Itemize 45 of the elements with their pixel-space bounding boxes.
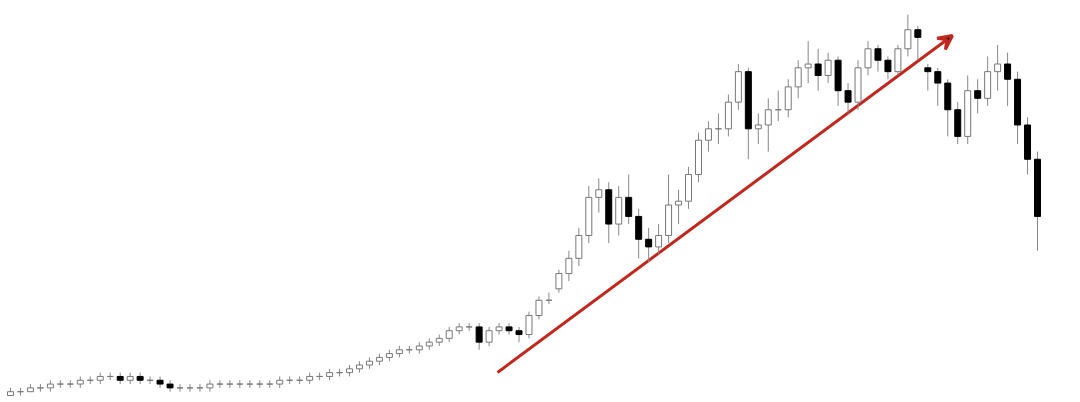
candlestick bbox=[166, 379, 174, 393]
candlestick bbox=[794, 59, 802, 99]
candlestick bbox=[874, 44, 882, 73]
candlestick bbox=[754, 113, 762, 145]
candlestick bbox=[635, 208, 643, 259]
candlestick bbox=[884, 55, 892, 80]
candlestick bbox=[784, 78, 792, 118]
candlestick bbox=[934, 67, 942, 107]
candlestick bbox=[1004, 52, 1012, 107]
candlestick bbox=[575, 227, 583, 267]
candlestick bbox=[704, 120, 712, 153]
candlestick bbox=[206, 379, 214, 393]
candlestick bbox=[216, 379, 224, 389]
candlestick bbox=[485, 326, 493, 347]
candlestick bbox=[565, 250, 573, 282]
candlestick bbox=[675, 189, 683, 225]
candlestick bbox=[655, 223, 663, 256]
candlestick bbox=[515, 326, 523, 343]
candlestick bbox=[924, 63, 932, 92]
candlestick bbox=[625, 174, 633, 225]
candlestick bbox=[914, 25, 922, 61]
candlestick bbox=[814, 48, 822, 92]
candlestick bbox=[844, 82, 852, 115]
candlestick bbox=[595, 177, 603, 214]
candlestick bbox=[994, 44, 1002, 92]
candlestick bbox=[824, 52, 832, 84]
candlestick bbox=[645, 227, 653, 263]
candlestick bbox=[535, 295, 543, 320]
candlestick bbox=[176, 383, 184, 393]
candlestick bbox=[475, 322, 483, 351]
candlestick bbox=[804, 40, 812, 84]
candlestick bbox=[226, 379, 234, 389]
candlestick bbox=[525, 311, 533, 339]
candlestick bbox=[894, 44, 902, 76]
candlestick bbox=[864, 40, 872, 76]
candlestick bbox=[495, 322, 503, 336]
candlestick bbox=[555, 269, 563, 294]
candlestick bbox=[196, 383, 204, 393]
candlestick bbox=[186, 383, 194, 393]
candlestick bbox=[974, 78, 982, 115]
candlestick bbox=[904, 14, 912, 57]
candlestick bbox=[505, 322, 513, 336]
candlestick bbox=[764, 97, 772, 153]
candlestick bbox=[136, 372, 144, 385]
candlestick bbox=[156, 375, 164, 389]
